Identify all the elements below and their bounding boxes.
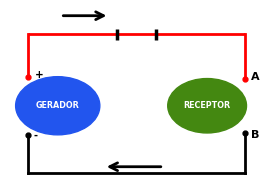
Text: A: A	[251, 72, 259, 82]
Text: +: +	[35, 70, 43, 81]
Text: B: B	[251, 130, 259, 140]
Text: -: -	[33, 131, 37, 141]
Text: RECEPTOR: RECEPTOR	[183, 101, 231, 110]
Text: GERADOR: GERADOR	[36, 101, 80, 110]
Circle shape	[168, 79, 247, 133]
Circle shape	[16, 77, 100, 135]
